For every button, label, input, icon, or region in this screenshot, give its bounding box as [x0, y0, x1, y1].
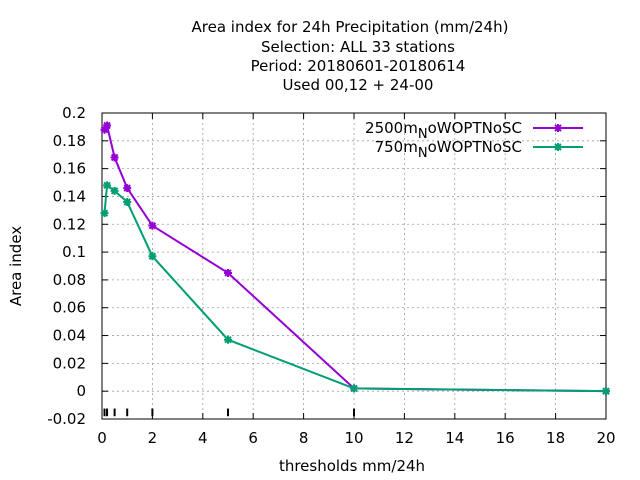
data-point-center — [125, 185, 130, 191]
y-tick-label: -0.02 — [47, 410, 86, 428]
y-tick-label: 0.04 — [53, 327, 86, 345]
x-tick-label: 8 — [299, 429, 309, 447]
title-line-2: Selection: ALL 33 stations — [261, 38, 455, 56]
x-tick-label: 6 — [248, 429, 258, 447]
series-1 — [100, 121, 610, 396]
data-point-center — [112, 188, 117, 194]
x-axis-label: thresholds mm/24h — [279, 457, 425, 475]
x-tick-label: 12 — [395, 429, 414, 447]
y-tick-label: 0.06 — [53, 299, 86, 317]
series — [100, 121, 610, 396]
data-point-center — [225, 337, 231, 342]
series-2 — [100, 181, 610, 396]
data-point-center — [150, 254, 155, 259]
data-point-center — [104, 183, 110, 188]
x-tick-label: 20 — [596, 429, 615, 447]
title-line-3: Period: 20180601-20180614 — [251, 57, 466, 75]
x-tick-label: 16 — [496, 429, 515, 447]
y-tick-label: 0.18 — [53, 132, 86, 150]
y-tick-label: 0.08 — [53, 271, 86, 289]
series-line — [103, 122, 607, 393]
x-tick-label: 2 — [148, 429, 158, 447]
y-tick-label: 0.14 — [53, 187, 86, 205]
y-tick-label: 0.16 — [53, 160, 86, 178]
axis-ticks: 0 2 4 6 8 10 12 14 16 18 20 -0.02 0 0.02 0.04 0.06 0.08 0… — [47, 104, 615, 447]
y-axis-label: Area index — [7, 226, 25, 306]
data-point-center — [102, 127, 107, 132]
chart-title: Area index for 24h Precipitation (mm/24h… — [192, 18, 509, 94]
y-tick-label: 0.2 — [62, 104, 86, 122]
data-point-center — [125, 199, 130, 205]
grid — [102, 113, 606, 419]
data-point-center — [102, 210, 107, 216]
data-point-center — [555, 125, 561, 131]
y-tick-label: 0 — [76, 382, 86, 400]
threshold-marks — [103, 408, 355, 417]
y-tick-label: 0.02 — [53, 354, 86, 372]
data-point-center — [555, 144, 561, 150]
data-point-center — [351, 386, 357, 391]
y-tick-label: 0.12 — [53, 215, 86, 233]
title-line-1: Area index for 24h Precipitation (mm/24h… — [192, 18, 509, 36]
title-line-4: Used 00,12 + 24-00 — [283, 76, 434, 94]
x-tick-label: 4 — [198, 429, 208, 447]
x-tick-label: 10 — [344, 429, 363, 447]
series-line — [103, 183, 607, 393]
x-tick-label: 14 — [445, 429, 464, 447]
data-point-center — [150, 223, 155, 228]
legend-label: 750mNoWOPTNoSC — [375, 138, 522, 161]
data-point-center — [104, 123, 110, 128]
data-point-center — [225, 270, 231, 276]
y-tick-label: 0.1 — [62, 243, 86, 261]
legend-label: 2500mNoWOPTNoSC — [365, 119, 522, 142]
x-tick-label: 0 — [97, 429, 107, 447]
data-point-center — [112, 155, 117, 160]
x-tick-label: 18 — [546, 429, 565, 447]
data-point-center — [603, 388, 609, 394]
